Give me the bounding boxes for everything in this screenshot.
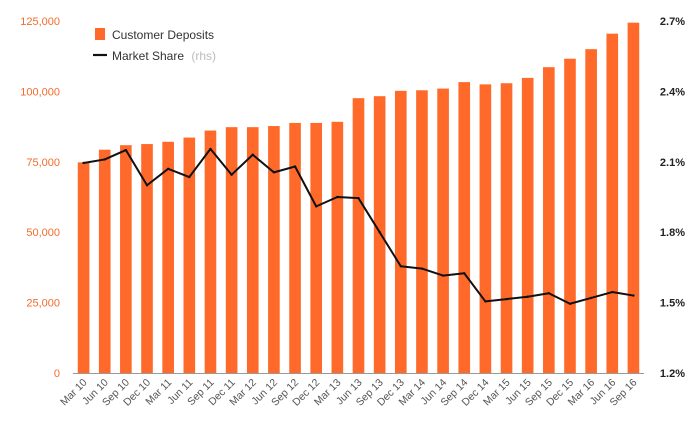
- bar-0: [77, 162, 90, 373]
- market-share-point-25: [611, 290, 614, 294]
- market-share-point-26: [632, 294, 635, 297]
- market-share-point-9: [272, 171, 276, 174]
- bar-18: [458, 82, 471, 374]
- bar-22: [543, 67, 555, 374]
- line-layer: [82, 147, 635, 305]
- bar-13: [352, 98, 365, 373]
- bar-16: [416, 90, 428, 374]
- market-share-point-16: [420, 267, 424, 270]
- bar-21: [521, 77, 534, 373]
- bar-9: [268, 126, 280, 373]
- market-share-point-21: [526, 295, 529, 298]
- market-share-point-24: [589, 296, 593, 300]
- market-share-point-2: [124, 148, 128, 152]
- bar-24: [585, 49, 597, 373]
- market-share-point-8: [251, 153, 254, 156]
- y-right-tick-label: 1.5%: [660, 298, 685, 310]
- legend: Customer Deposits Market Share (rhs): [93, 28, 216, 63]
- bar-7: [225, 127, 238, 373]
- market-share-point-13: [357, 196, 360, 200]
- market-share-point-19: [484, 300, 487, 303]
- market-share-point-15: [399, 265, 402, 268]
- bar-23: [564, 58, 576, 373]
- bar-8: [246, 127, 259, 373]
- bar-15: [394, 90, 407, 373]
- bar-12: [331, 121, 344, 373]
- bar-3: [141, 144, 153, 373]
- legend-label-share: Market Share (rhs): [112, 49, 216, 63]
- market-share-point-7: [230, 173, 233, 176]
- y-right-tick-label: 2.1%: [660, 157, 685, 169]
- bar-5: [183, 137, 196, 373]
- legend-label-share-text: Market Share: [112, 49, 184, 63]
- bar-17: [437, 88, 449, 373]
- bar-14: [373, 96, 386, 373]
- bar-11: [310, 122, 323, 373]
- bar-25: [606, 33, 619, 374]
- bar-1: [98, 149, 111, 373]
- market-share-point-11: [315, 205, 318, 208]
- bar-20: [500, 83, 513, 373]
- market-share-point-5: [188, 175, 191, 179]
- bar-19: [479, 84, 492, 374]
- y-left-tick-label: 25,000: [26, 298, 60, 310]
- bar-26: [627, 22, 640, 373]
- market-share-point-4: [166, 167, 170, 171]
- legend-swatch-deposits: [95, 28, 105, 40]
- y-right-tick-label: 1.8%: [660, 227, 685, 239]
- y-left-tick-label: 75,000: [26, 157, 60, 169]
- market-share-point-14: [378, 231, 381, 234]
- market-share-point-1: [103, 158, 106, 161]
- market-share-point-6: [209, 147, 212, 151]
- y-left-tick-label: 0: [54, 368, 60, 380]
- y-left-tick-label: 50,000: [26, 227, 60, 239]
- bar-6: [204, 130, 217, 373]
- market-share-point-17: [441, 274, 445, 277]
- bars-layer: [77, 22, 640, 374]
- market-share-point-18: [463, 272, 466, 275]
- market-share-point-3: [145, 184, 149, 187]
- y-right-tick-label: 1.2%: [660, 368, 685, 380]
- legend-label-share-suffix: (rhs): [191, 49, 216, 63]
- bar-4: [162, 141, 174, 373]
- market-share-point-0: [82, 161, 85, 165]
- y-left-tick-label: 125,000: [20, 16, 60, 28]
- market-share-point-22: [547, 292, 551, 295]
- bar-2: [120, 145, 132, 373]
- market-share-point-23: [568, 302, 572, 305]
- bar-10: [289, 122, 301, 373]
- market-share-point-12: [336, 195, 339, 199]
- market-share-point-20: [505, 297, 508, 301]
- y-left-tick-label: 100,000: [20, 86, 60, 98]
- legend-label-deposits: Customer Deposits: [112, 28, 214, 42]
- y-right-tick-label: 2.7%: [660, 16, 685, 28]
- y-right-tick-label: 2.4%: [660, 86, 685, 98]
- market-share-point-10: [293, 165, 297, 168]
